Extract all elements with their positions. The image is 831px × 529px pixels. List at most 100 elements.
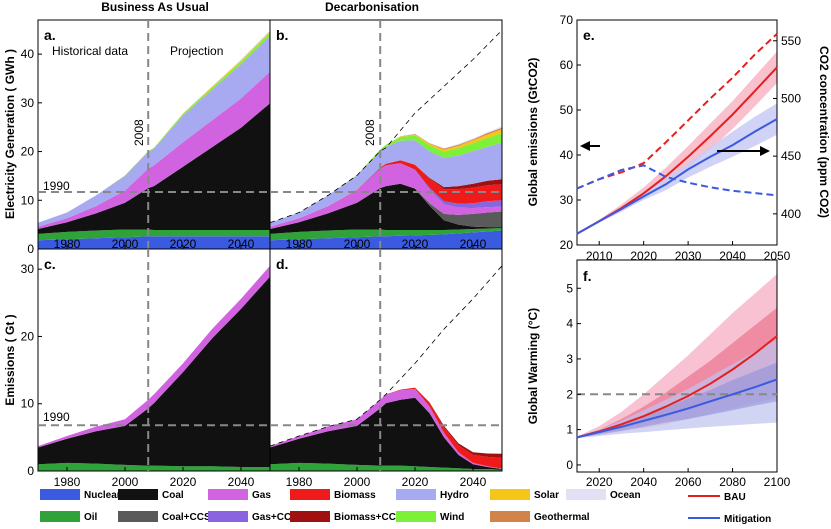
- area-c-oil: [38, 462, 270, 471]
- xtick-label-f-2020: 2020: [586, 475, 613, 489]
- line-legend: BAU Mitigation: [688, 492, 771, 525]
- bands-f: [577, 274, 777, 439]
- panel-a: a. Historical data Projection 2008 1990 …: [3, 19, 271, 256]
- xtick-label-c-1980: 1980: [54, 475, 81, 489]
- legend-swatch-ocean: [566, 489, 606, 500]
- panel-f: f. Global Warming (°C) 0 1 2 3 4 5 2020 2040 206…: [526, 259, 791, 489]
- ytick-label-a-20: 20: [21, 145, 35, 159]
- area-stack-c: [38, 265, 270, 471]
- area-b-geothermal: [270, 127, 502, 223]
- ylabel-f: Global Warming (°C): [526, 308, 540, 424]
- line-f-bau: [576, 335, 778, 439]
- ytick-label-f-5: 5: [566, 281, 573, 295]
- legend-label-gas: Gas: [252, 490, 271, 501]
- col-title-bau: Business As Usual: [101, 0, 209, 14]
- ytick-label-c-20: 20: [21, 329, 35, 343]
- area-b-wind: [270, 133, 502, 223]
- xtick-label-c-2020: 2020: [170, 475, 197, 489]
- xtick-label-f-2100: 2100: [764, 475, 791, 489]
- left-arrow: [580, 141, 600, 151]
- legend-label-biomass: Biomass: [334, 490, 376, 501]
- ytick-label-e-50: 50: [560, 103, 574, 117]
- xtick-label-d-1980: 1980: [286, 475, 313, 489]
- line-legend-label-mitigation: Mitigation: [724, 514, 771, 525]
- ytick-right-label-e-450: 450: [781, 149, 801, 163]
- legend-swatch-coal: [118, 489, 158, 500]
- area-b-solar: [270, 129, 502, 223]
- legend-label-wind: Wind: [440, 512, 464, 523]
- legend-swatch-wind: [396, 511, 436, 522]
- area-stack-b: [270, 126, 502, 249]
- panel-d-label: d.: [276, 256, 288, 272]
- legend-swatch-biomass: [290, 489, 330, 500]
- band-f-mitigation-inner: [577, 362, 777, 438]
- panel-a-label: a.: [44, 27, 56, 43]
- xtick-label-d-2040: 2040: [460, 475, 487, 489]
- panel-f-label: f.: [583, 268, 592, 284]
- panel-e-label: e.: [583, 27, 595, 43]
- ylabel-e-right: CO2 concentration (ppm CO2): [817, 46, 831, 218]
- line-f-mitigation: [576, 378, 778, 439]
- area-b-coal-plus-ccs: [270, 183, 502, 229]
- area-d-coal: [270, 397, 502, 470]
- legend-label-hydro: Hydro: [440, 490, 469, 501]
- ytick-label-f-4: 4: [566, 317, 573, 331]
- line-e-mitigation-concentration: [576, 164, 778, 197]
- ytick-label-e-20: 20: [560, 238, 574, 252]
- ylabel-e: Global emissions (GtCO2): [526, 58, 540, 207]
- legend-label-coal: Coal: [162, 490, 184, 501]
- ytick-label-f-1: 1: [566, 423, 573, 437]
- legend-swatch-geothermal: [490, 511, 530, 522]
- legend-swatch-gas: [208, 489, 248, 500]
- ylabel-a: Electricity Generation ( GWh ): [3, 49, 17, 219]
- ytick-label-c-10: 10: [21, 397, 35, 411]
- area-stack-d: [270, 387, 502, 471]
- panel-f-frame: [576, 259, 778, 473]
- panel-d: d. 1980 2000 2020 2040: [269, 248, 503, 489]
- xtick-label-c-2000: 2000: [112, 475, 139, 489]
- xtick-label-a-2020: 2020: [170, 237, 197, 251]
- band-f-mitigation-outer: [577, 339, 777, 439]
- xtick-label-d-2000: 2000: [344, 475, 371, 489]
- legend-swatch-solar: [490, 489, 530, 500]
- xtick-label-b-2020: 2020: [402, 237, 429, 251]
- col-title-decarb: Decarbonisation: [325, 0, 419, 14]
- ytick-label-c-0: 0: [27, 464, 34, 478]
- area-a-oil: [38, 229, 270, 241]
- area-b-hydro: [270, 140, 502, 227]
- area-stack-a: [38, 30, 270, 249]
- ytick-label-e-30: 30: [560, 193, 574, 207]
- xtick-label-c-2040: 2040: [228, 475, 255, 489]
- panel-e-frame: [576, 19, 778, 246]
- legend-label-ocean: Ocean: [610, 490, 641, 501]
- legend-label-oil: Oil: [84, 512, 98, 523]
- stack-legend: Nuclear Coal Gas Biomass Hydro Solar Ocean Oil C…: [40, 489, 641, 523]
- legend-label-nuclear: Nuclear: [84, 490, 121, 501]
- line-legend-label-bau: BAU: [724, 492, 746, 503]
- ylabel-c: Emissions ( Gt ): [3, 314, 17, 405]
- ytick-label-e-70: 70: [560, 13, 574, 27]
- ytick-label-f-3: 3: [566, 352, 573, 366]
- legend-label-geothermal: Geothermal: [534, 512, 590, 523]
- year-2008-label-b: 2008: [363, 119, 377, 146]
- xtick-label-b-2040: 2040: [460, 237, 487, 251]
- area-d-biomass: [270, 387, 502, 469]
- legend-label-biomass-plus-ccs: Biomass+CCS: [334, 512, 403, 523]
- ytick-right-label-e-550: 550: [781, 34, 801, 48]
- bau-total-line-d: [269, 265, 503, 447]
- legend-swatch-hydro: [396, 489, 436, 500]
- legend-label-coal-plus-ccs: Coal+CCS: [162, 512, 211, 523]
- area-b-oil: [270, 228, 502, 241]
- xtick-label-a-2000: 2000: [112, 237, 139, 251]
- ytick-label-a-0: 0: [27, 242, 34, 256]
- legend-swatch-biomass-plus-ccs: [290, 511, 330, 522]
- xtick-label-d-2020: 2020: [402, 475, 429, 489]
- legend-swatch-oil: [40, 511, 80, 522]
- legend-swatch-gas-plus-ccs: [208, 511, 248, 522]
- bau-total-line-b: [269, 29, 503, 224]
- legend-swatch-nuclear: [40, 489, 80, 500]
- ytick-label-f-2: 2: [566, 387, 573, 401]
- line-e-bau-concentration: [576, 33, 778, 190]
- year-1990-label-a: 1990: [43, 179, 70, 193]
- right-arrow: [717, 146, 770, 156]
